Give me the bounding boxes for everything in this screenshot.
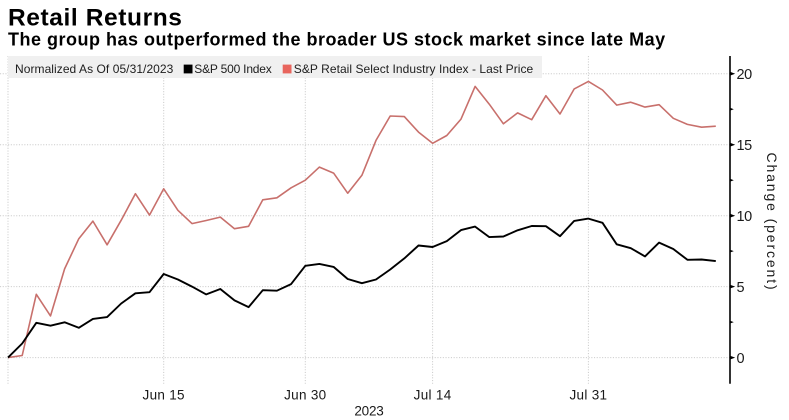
svg-text:Change (percent): Change (percent) [764,152,780,291]
svg-text:Retail Returns: Retail Returns [8,4,183,31]
svg-text:20: 20 [737,67,753,83]
svg-text:Jul 14: Jul 14 [414,387,452,402]
svg-text:Jun 30: Jun 30 [284,387,326,402]
svg-text:Normalized As Of 05/31/2023: Normalized As Of 05/31/2023 [15,62,174,76]
svg-text:10: 10 [737,209,753,225]
svg-text:2023: 2023 [354,403,383,418]
svg-text:The group has outperformed the: The group has outperformed the broader U… [8,30,666,50]
svg-text:0: 0 [737,351,745,367]
svg-text:5: 5 [737,280,745,296]
svg-text:Jul 31: Jul 31 [569,387,607,402]
svg-text:15: 15 [737,138,753,154]
svg-text:S&P 500 Index: S&P 500 Index [194,62,271,76]
svg-text:Jun 15: Jun 15 [143,387,185,402]
svg-text:S&P Retail Select Industry Ind: S&P Retail Select Industry Index - Last … [294,62,534,76]
